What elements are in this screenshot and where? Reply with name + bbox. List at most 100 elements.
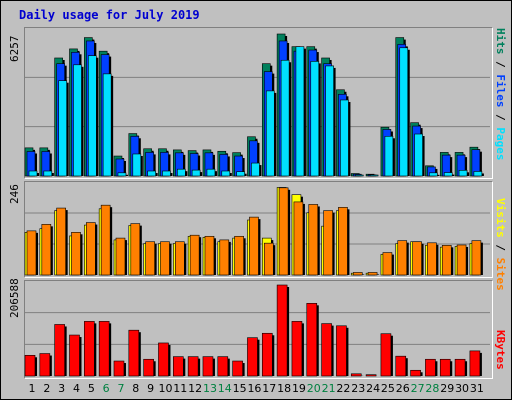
x-tick-label-19: 19	[292, 382, 306, 395]
bar-pages-day-7	[117, 172, 127, 177]
bar-kbytes-day-18	[276, 284, 288, 377]
bar-sites-day-18	[278, 187, 289, 276]
x-tick-label-25: 25	[381, 382, 395, 395]
x-tick-label-15: 15	[233, 382, 247, 395]
x-tick-label-22: 22	[336, 382, 350, 395]
bar-pages-day-29	[443, 172, 453, 177]
bar-sites-day-10	[160, 241, 170, 276]
bar-pages-day-30	[458, 170, 468, 177]
bar-pages-day-18	[280, 59, 290, 177]
bar-kbytes-day-10	[158, 342, 169, 377]
bar-pages-day-11	[177, 168, 186, 177]
bar-kbytes-day-12	[187, 356, 199, 377]
bar-kbytes-day-17	[261, 332, 273, 377]
x-tick-label-9: 9	[147, 382, 154, 395]
bar-pages-day-24	[369, 174, 379, 177]
bar-kbytes-day-15	[232, 360, 243, 377]
bar-kbytes-day-30	[454, 358, 466, 377]
x-tick-label-24: 24	[366, 382, 380, 395]
bar-kbytes-day-3	[54, 324, 65, 377]
x-tick-label-28: 28	[425, 382, 439, 395]
x-tick-label-4: 4	[73, 382, 80, 395]
x-tick-label-14: 14	[218, 382, 232, 395]
x-tick-label-13: 13	[203, 382, 217, 395]
bar-pages-day-20	[310, 61, 320, 177]
bar-kbytes-day-1	[24, 354, 36, 377]
bar-kbytes-day-21	[321, 323, 332, 377]
bar-pages-day-6	[102, 73, 112, 177]
bar-pages-day-26	[399, 47, 409, 177]
bar-sites-day-30	[456, 244, 467, 276]
bar-pages-day-13	[206, 168, 216, 177]
bar-pages-day-3	[58, 80, 67, 177]
bar-pages-day-17	[265, 90, 275, 177]
bar-kbytes-day-2	[39, 353, 51, 377]
bar-sites-day-4	[71, 232, 81, 276]
x-tick-label-1: 1	[29, 382, 36, 395]
bar-sites-day-5	[86, 222, 96, 276]
bar-sites-day-2	[41, 224, 52, 276]
bar-kbytes-day-6	[98, 321, 110, 377]
bar-sites-day-14	[219, 239, 230, 276]
x-tick-label-12: 12	[188, 382, 202, 395]
bar-kbytes-day-11	[173, 356, 184, 377]
x-tick-label-27: 27	[411, 382, 425, 395]
x-tick-label-5: 5	[88, 382, 95, 395]
bar-sites-day-19	[293, 201, 304, 276]
bar-sites-day-25	[382, 252, 393, 276]
bar-sites-day-6	[100, 204, 111, 276]
x-tick-label-2: 2	[43, 382, 50, 395]
bar-kbytes-day-4	[69, 334, 80, 377]
x-tick-label-23: 23	[351, 382, 365, 395]
x-tick-label-30: 30	[455, 382, 469, 395]
bar-pages-day-2	[43, 170, 53, 177]
bar-kbytes-day-24	[365, 374, 377, 377]
bar-pages-day-25	[384, 135, 394, 177]
x-tick-label-17: 17	[262, 382, 276, 395]
bar-sites-day-9	[145, 241, 155, 276]
bar-kbytes-day-25	[380, 333, 392, 377]
bar-sites-day-1	[26, 230, 37, 276]
x-tick-label-20: 20	[307, 382, 321, 395]
bar-sites-day-11	[175, 241, 185, 276]
bar-sites-day-8	[130, 223, 141, 276]
bar-pages-day-16	[251, 162, 260, 177]
bar-pages-day-15	[236, 171, 245, 177]
bar-kbytes-day-27	[410, 369, 421, 377]
bar-pages-day-10	[162, 170, 171, 177]
bar-pages-day-28	[429, 172, 438, 177]
bar-sites-day-12	[189, 234, 200, 276]
x-tick-label-10: 10	[158, 382, 172, 395]
bar-sites-day-20	[308, 204, 319, 276]
x-tick-label-6: 6	[103, 382, 110, 395]
bar-kbytes-day-23	[350, 373, 362, 377]
bar-kbytes-day-8	[128, 329, 140, 377]
x-tick-label-18: 18	[277, 382, 291, 395]
x-tick-label-16: 16	[247, 382, 261, 395]
x-tick-label-21: 21	[322, 382, 336, 395]
bar-pages-day-23	[354, 174, 364, 177]
x-tick-label-26: 26	[396, 382, 410, 395]
bar-kbytes-day-7	[113, 360, 125, 377]
x-tick-label-7: 7	[117, 382, 124, 395]
bar-sites-day-17	[263, 242, 274, 276]
bar-kbytes-day-13	[202, 356, 214, 377]
bar-kbytes-day-28	[425, 358, 436, 377]
bar-kbytes-day-5	[84, 321, 95, 377]
x-tick-label-3: 3	[58, 382, 65, 395]
bar-sites-day-26	[397, 240, 408, 276]
bar-sites-day-29	[441, 245, 452, 276]
bar-sites-day-31	[471, 240, 482, 276]
chart-title: Daily usage for July 2019	[19, 8, 200, 22]
bar-pages-day-19	[295, 46, 305, 177]
bar-sites-day-24	[367, 272, 378, 276]
bar-pages-day-22	[340, 99, 349, 177]
bar-kbytes-day-31	[469, 350, 481, 377]
bar-pages-day-31	[473, 171, 483, 177]
bar-kbytes-day-9	[143, 358, 154, 377]
bar-pages-day-14	[221, 170, 231, 177]
bar-pages-day-5	[88, 55, 97, 177]
x-tick-label-8: 8	[132, 382, 139, 395]
bar-sites-day-22	[338, 207, 348, 276]
x-tick-label-11: 11	[173, 382, 187, 395]
